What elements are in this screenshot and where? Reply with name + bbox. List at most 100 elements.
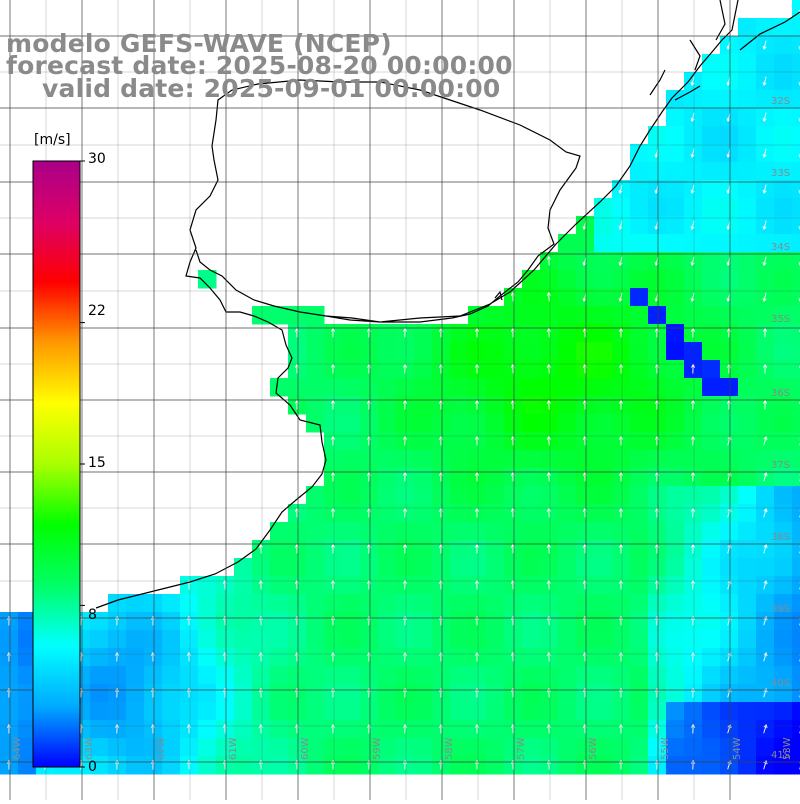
field-cell [666,432,685,451]
field-cell [630,612,649,631]
field-cell [792,720,800,739]
field-cell [630,666,649,685]
field-cell [612,234,631,253]
field-cell [756,414,775,433]
field-cell [666,540,685,559]
field-cell [702,234,721,253]
field-cell [738,108,757,127]
field-cell [486,396,505,415]
field-cell [486,522,505,541]
lon-label: 56W [588,737,599,760]
field-cell [540,378,559,397]
field-cell [522,396,541,415]
field-cell [738,684,757,703]
field-cell [414,648,433,667]
field-cell [396,558,415,577]
field-cell [594,360,613,379]
field-cell [288,702,307,721]
field-cell [558,324,577,343]
field-cell [792,396,800,415]
field-cell [414,486,433,505]
field-cell [720,558,739,577]
field-cell [630,288,649,307]
field-cell [378,576,397,595]
field-cell [630,738,649,757]
field-cell [342,594,361,613]
field-cell [558,414,577,433]
field-cell [738,90,757,109]
field-cell [540,738,559,757]
field-cell [738,378,757,397]
field-cell [504,594,523,613]
field-cell [792,540,800,559]
field-cell [792,108,800,127]
field-cell [306,594,325,613]
field-cell [522,504,541,523]
field-cell [792,558,800,577]
field-cell [126,648,145,667]
field-cell [792,342,800,361]
field-cell [540,270,559,289]
field-cell [792,144,800,163]
colorbar-tick-8: 8 [88,607,97,623]
field-cell [540,558,559,577]
field-cell [450,666,469,685]
field-cell [630,324,649,343]
field-cell [162,702,181,721]
field-cell [126,612,145,631]
field-cell [270,540,289,559]
field-cell [684,594,703,613]
field-cell [468,522,487,541]
field-cell [270,720,289,739]
field-cell [162,684,181,703]
field-cell [288,378,307,397]
field-cell [792,450,800,469]
field-cell [738,306,757,325]
field-cell [666,702,685,721]
field-cell [630,504,649,523]
field-cell [450,648,469,667]
field-cell [288,594,307,613]
field-cell [648,666,667,685]
field-cell [414,450,433,469]
field-cell [738,486,757,505]
field-cell [720,198,739,217]
field-cell [702,558,721,577]
field-cell [126,720,145,739]
field-cell [630,252,649,271]
field-cell [558,234,577,253]
field-cell [702,126,721,145]
field-cell [468,702,487,721]
field-cell [774,252,793,271]
field-cell [792,198,800,217]
field-cell [486,756,505,775]
field-cell [792,522,800,541]
field-cell [594,558,613,577]
field-cell [774,18,793,37]
field-cell [306,324,325,343]
field-cell [432,666,451,685]
field-cell [216,666,235,685]
field-cell [702,306,721,325]
field-cell [612,666,631,685]
field-cell [90,630,109,649]
field-cell [396,378,415,397]
field-cell [396,738,415,757]
field-cell [738,288,757,307]
field-cell [468,486,487,505]
field-cell [540,702,559,721]
field-cell [774,432,793,451]
field-cell [684,270,703,289]
field-cell [414,720,433,739]
field-cell [648,486,667,505]
field-cell [306,576,325,595]
field-cell [108,630,127,649]
field-cell [450,630,469,649]
field-cell [702,540,721,559]
field-cell [486,306,505,325]
field-cell [198,702,217,721]
field-cell [684,342,703,361]
field-cell [666,288,685,307]
field-cell [450,522,469,541]
field-cell [198,612,217,631]
